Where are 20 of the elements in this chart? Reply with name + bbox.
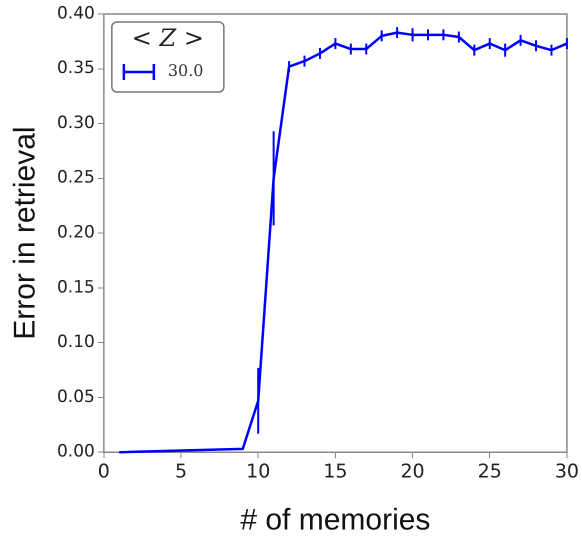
x-tick-label: 10 bbox=[246, 460, 270, 483]
y-tick-label: 0.25 bbox=[56, 168, 95, 188]
x-tick-label: 5 bbox=[174, 460, 188, 483]
x-tick-label: 0 bbox=[98, 460, 110, 483]
y-tick-label: 0.40 bbox=[56, 3, 95, 24]
x-tick-label: 20 bbox=[400, 460, 425, 483]
x-tick-label: 25 bbox=[478, 460, 502, 483]
y-tick-label: 0.05 bbox=[56, 386, 95, 407]
x-axis-title: # of memories bbox=[240, 503, 430, 536]
y-tick-label: 0.35 bbox=[56, 58, 95, 78]
y-tick-label: 0.00 bbox=[56, 442, 95, 462]
legend-label: 30.0 bbox=[168, 61, 204, 80]
y-axis-title: Error in retrieval bbox=[8, 126, 42, 340]
y-tick-label: 0.10 bbox=[56, 332, 95, 352]
y-tick-label: 0.15 bbox=[56, 277, 95, 298]
y-tick-label: 0.20 bbox=[56, 222, 95, 243]
x-tick-label: 30 bbox=[554, 460, 580, 483]
x-tick-label: 15 bbox=[323, 460, 348, 483]
y-tick-label: 0.30 bbox=[56, 112, 95, 133]
legend-title: < Z > bbox=[132, 24, 204, 52]
